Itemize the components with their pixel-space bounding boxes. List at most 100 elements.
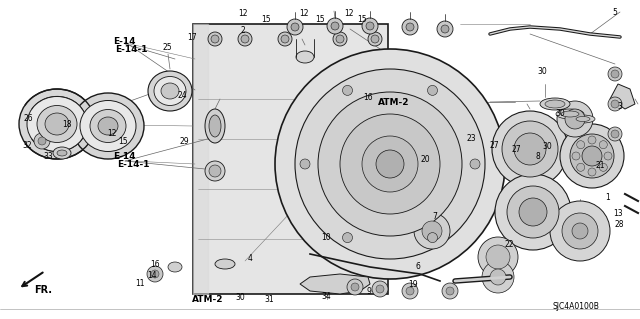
Text: 27: 27 [511,145,522,154]
Circle shape [507,186,559,238]
Text: 30: 30 [235,293,245,302]
Circle shape [482,261,514,293]
Text: 15: 15 [260,15,271,24]
Circle shape [241,35,249,43]
Circle shape [347,279,363,295]
Circle shape [608,67,622,81]
Ellipse shape [571,115,595,123]
Text: E-14: E-14 [113,152,136,161]
Circle shape [300,159,310,169]
Circle shape [295,69,485,259]
Circle shape [442,283,458,299]
Text: 30: 30 [538,67,548,76]
Circle shape [351,283,359,291]
Text: 16: 16 [363,93,373,102]
Circle shape [211,35,219,43]
Circle shape [406,287,414,295]
Circle shape [557,101,593,137]
Circle shape [490,269,506,285]
Circle shape [362,18,378,34]
Circle shape [327,18,343,34]
Text: FR.: FR. [35,285,52,295]
Circle shape [414,213,450,249]
Circle shape [608,127,622,141]
Text: 12: 12 [344,9,353,18]
Text: 16: 16 [150,260,160,269]
Bar [193,24,388,294]
Text: E-14-1: E-14-1 [115,45,147,54]
Circle shape [34,133,50,149]
Polygon shape [610,84,635,109]
Circle shape [428,233,438,243]
Circle shape [599,163,607,171]
Circle shape [611,100,619,108]
Text: 23: 23 [467,134,477,143]
Text: ATM-2: ATM-2 [192,295,224,304]
Circle shape [577,163,585,171]
Circle shape [470,159,480,169]
Ellipse shape [296,51,314,63]
Circle shape [502,121,558,177]
Ellipse shape [80,100,136,152]
Circle shape [588,136,596,144]
Circle shape [366,22,374,30]
Circle shape [495,174,571,250]
Text: 7: 7 [433,212,438,221]
Ellipse shape [148,71,192,111]
Circle shape [428,85,438,95]
Text: 6: 6 [415,262,420,271]
Circle shape [342,233,353,243]
Circle shape [208,32,222,46]
Circle shape [205,161,225,181]
Ellipse shape [209,115,221,137]
Text: 25: 25 [163,43,173,52]
Circle shape [422,221,442,241]
Circle shape [291,23,299,31]
Ellipse shape [19,89,95,159]
Text: ATM-2: ATM-2 [378,98,410,107]
Circle shape [560,124,624,188]
Circle shape [340,114,440,214]
Polygon shape [300,274,370,294]
Circle shape [437,21,453,37]
Circle shape [371,35,379,43]
Text: 22: 22 [504,240,513,249]
Text: 12: 12 [300,9,308,18]
Circle shape [238,32,252,46]
Circle shape [611,70,619,78]
Text: 26: 26 [24,114,34,122]
Circle shape [342,85,353,95]
Text: 18: 18 [63,120,72,129]
Text: 11: 11 [135,279,144,288]
Circle shape [478,237,518,277]
Text: 9: 9 [367,287,372,296]
Ellipse shape [540,98,570,110]
Circle shape [362,136,418,192]
Circle shape [572,223,588,239]
Circle shape [278,32,292,46]
Ellipse shape [27,97,87,152]
Ellipse shape [556,109,584,119]
Circle shape [402,283,418,299]
Circle shape [446,287,454,295]
Circle shape [588,168,596,176]
Ellipse shape [98,117,118,135]
Circle shape [608,97,622,111]
Text: 24: 24 [177,91,188,100]
Circle shape [318,92,462,236]
Circle shape [514,133,546,165]
Text: 4: 4 [247,254,252,263]
Text: 32: 32 [22,141,33,150]
Circle shape [275,49,505,279]
Ellipse shape [90,109,126,143]
Ellipse shape [561,111,579,117]
Circle shape [147,266,163,282]
Ellipse shape [154,77,186,106]
Ellipse shape [72,93,144,159]
Text: 8: 8 [535,152,540,161]
Circle shape [336,35,344,43]
Circle shape [287,19,303,35]
Circle shape [441,25,449,33]
Text: 15: 15 [356,15,367,24]
Ellipse shape [53,147,71,159]
